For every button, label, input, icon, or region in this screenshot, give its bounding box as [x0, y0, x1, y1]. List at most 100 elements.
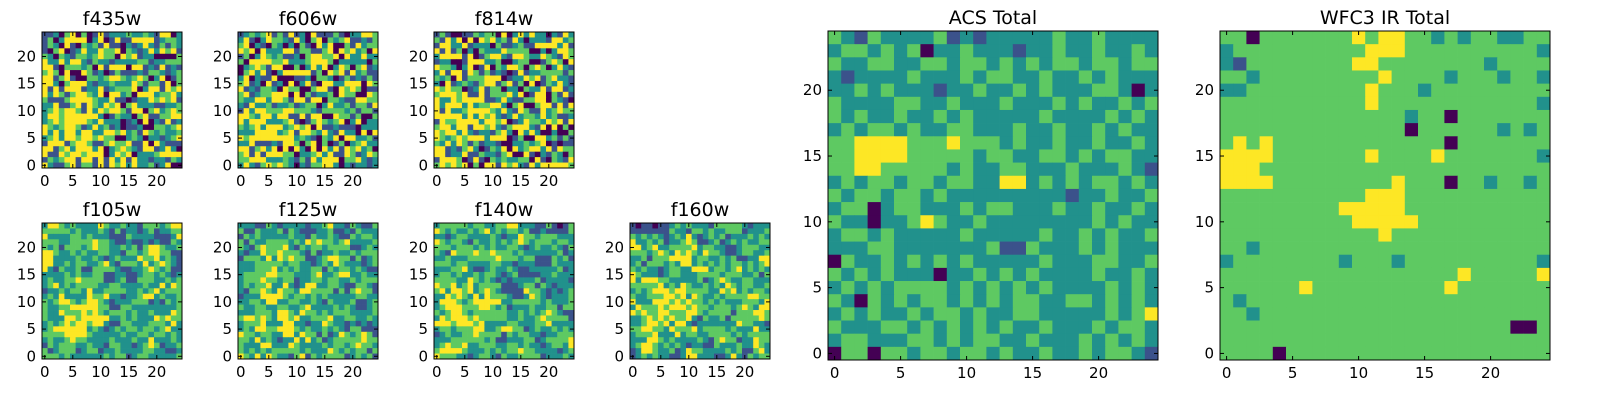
heatmap-cell	[557, 37, 564, 44]
heatmap-cell	[70, 282, 76, 289]
heatmap-cell	[165, 75, 172, 82]
heatmap-cell	[327, 129, 334, 136]
heatmap-cell	[75, 244, 82, 251]
heatmap-cell	[165, 80, 172, 87]
heatmap-cell	[445, 129, 452, 136]
heatmap-cell	[266, 91, 272, 98]
heatmap-cell	[81, 282, 88, 289]
heatmap-cell	[109, 244, 116, 251]
heatmap-cell	[333, 315, 340, 322]
heatmap-cell	[243, 80, 250, 87]
heatmap-cell	[501, 261, 508, 267]
y-tick-label: 20	[17, 238, 36, 256]
heatmap-cell	[501, 86, 508, 93]
heatmap-cell	[47, 162, 54, 169]
heatmap-cell	[137, 119, 144, 125]
heatmap-cell	[501, 42, 508, 49]
heatmap-cell	[310, 151, 317, 158]
heatmap-cell	[305, 331, 312, 338]
heatmap-cell	[828, 83, 842, 98]
heatmap-cell	[663, 223, 670, 229]
heatmap-cell	[137, 140, 144, 147]
heatmap-cell	[310, 80, 317, 87]
heatmap-cell	[327, 42, 334, 49]
heatmap-cell	[344, 244, 351, 251]
heatmap-cell	[630, 261, 636, 267]
heatmap-cell	[557, 320, 564, 327]
heatmap-cell	[355, 228, 362, 235]
heatmap-cell	[294, 261, 300, 267]
heatmap-cell	[484, 129, 491, 136]
heatmap-cell	[81, 42, 88, 49]
heatmap-cell	[551, 304, 558, 311]
heatmap-cell	[249, 233, 256, 240]
heatmap-cell	[333, 124, 340, 131]
heatmap-cell	[176, 124, 183, 131]
heatmap-cell	[305, 108, 312, 114]
heatmap-cell	[120, 239, 127, 246]
heatmap-cell	[630, 293, 636, 300]
heatmap-cell	[920, 44, 934, 58]
heatmap-cell	[658, 331, 664, 338]
heatmap-cell	[512, 239, 519, 246]
heatmap-cell	[652, 348, 659, 354]
heatmap-cell	[907, 202, 921, 216]
heatmap-cell	[316, 129, 323, 136]
heatmap-cell	[249, 353, 256, 360]
heatmap-cell	[473, 113, 480, 120]
heatmap-cell	[322, 97, 328, 104]
heatmap-cell	[473, 162, 480, 169]
heatmap-cell	[266, 97, 272, 104]
heatmap-cell	[557, 151, 564, 158]
heatmap-cell	[114, 288, 121, 295]
heatmap-cell	[641, 299, 648, 305]
heatmap-cell	[495, 59, 502, 65]
heatmap-cell	[53, 32, 60, 38]
heatmap-cell	[450, 315, 457, 322]
heatmap-cell	[131, 266, 138, 273]
heatmap-cell	[126, 320, 132, 327]
heatmap-cell	[333, 299, 340, 305]
heatmap-cell	[456, 59, 463, 65]
heatmap-cell	[271, 146, 278, 153]
x-tick-label: 20	[539, 172, 558, 190]
heatmap-cell	[439, 146, 446, 153]
heatmap-cell	[42, 140, 48, 147]
heatmap-cell	[439, 151, 446, 158]
heatmap-cell	[271, 299, 278, 305]
heatmap-cell	[316, 151, 323, 158]
heatmap-cell	[658, 239, 664, 246]
heatmap-cell	[1039, 31, 1053, 45]
heatmap-cell	[120, 135, 127, 142]
heatmap-cell	[867, 70, 882, 84]
heatmap-cell	[686, 233, 692, 240]
heatmap-cell	[305, 64, 312, 71]
heatmap-cell	[299, 97, 306, 104]
heatmap-cell	[327, 293, 334, 300]
heatmap-cell	[299, 277, 306, 284]
heatmap-cell	[506, 353, 513, 360]
heatmap-cell	[635, 271, 642, 278]
heatmap-cell	[534, 244, 541, 251]
heatmap-cell	[327, 326, 334, 333]
heatmap-cell	[282, 157, 289, 163]
heatmap-cell	[170, 59, 177, 65]
heatmap-cell	[894, 44, 908, 58]
heatmap-cell	[854, 188, 868, 203]
heatmap-cell	[333, 135, 340, 142]
heatmap-cell	[523, 32, 530, 38]
heatmap-cell	[266, 250, 272, 256]
heatmap-cell	[137, 282, 144, 289]
heatmap-cell	[551, 239, 558, 246]
heatmap-cell	[322, 293, 328, 300]
heatmap-cell	[506, 331, 513, 338]
heatmap-cell	[316, 146, 323, 153]
heatmap-cell	[534, 97, 541, 104]
heatmap-cell	[501, 146, 508, 153]
heatmap-cell	[47, 124, 54, 131]
heatmap-cell	[159, 91, 166, 98]
heatmap-cell	[669, 304, 676, 311]
heatmap-cell	[450, 124, 457, 131]
heatmap-cell	[294, 86, 300, 93]
